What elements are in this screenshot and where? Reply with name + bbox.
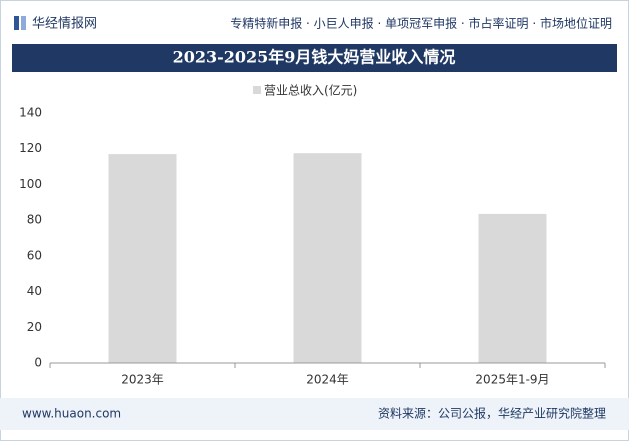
y-tick-label: 60 [27,248,42,262]
logo-text: 华经情报网 [32,17,97,32]
logo-icon [21,16,26,30]
y-tick-label: 140 [19,106,42,120]
y-tick-label: 40 [27,284,42,298]
footer-band [0,398,629,430]
y-tick-label: 20 [27,320,42,334]
footer-source: 资料来源：公司公报，华经产业研究院整理 [378,406,606,421]
legend-label: 营业总收入(亿元) [264,83,357,98]
chart-title: 2023-2025年9月钱大妈营业收入情况 [173,48,456,67]
x-tick-label: 2023年 [121,373,164,387]
legend-swatch [253,86,261,94]
title-bar [12,44,617,72]
bar [108,154,177,363]
footer-website: www.huaon.com [22,407,121,421]
x-tick-label: 2025年1-9月 [475,373,549,387]
y-tick-label: 100 [19,177,42,191]
y-tick-label: 80 [27,213,42,227]
y-tick-label: 0 [34,356,42,370]
bar [293,153,362,363]
x-tick-label: 2024年 [306,373,349,387]
y-tick-label: 120 [19,141,42,155]
header-services: 专精特新申报 · 小巨人申报 · 单项冠军申报 · 市占率证明 · 市场地位证明 [230,16,612,31]
logo-icon [14,16,19,30]
bar [478,213,547,363]
